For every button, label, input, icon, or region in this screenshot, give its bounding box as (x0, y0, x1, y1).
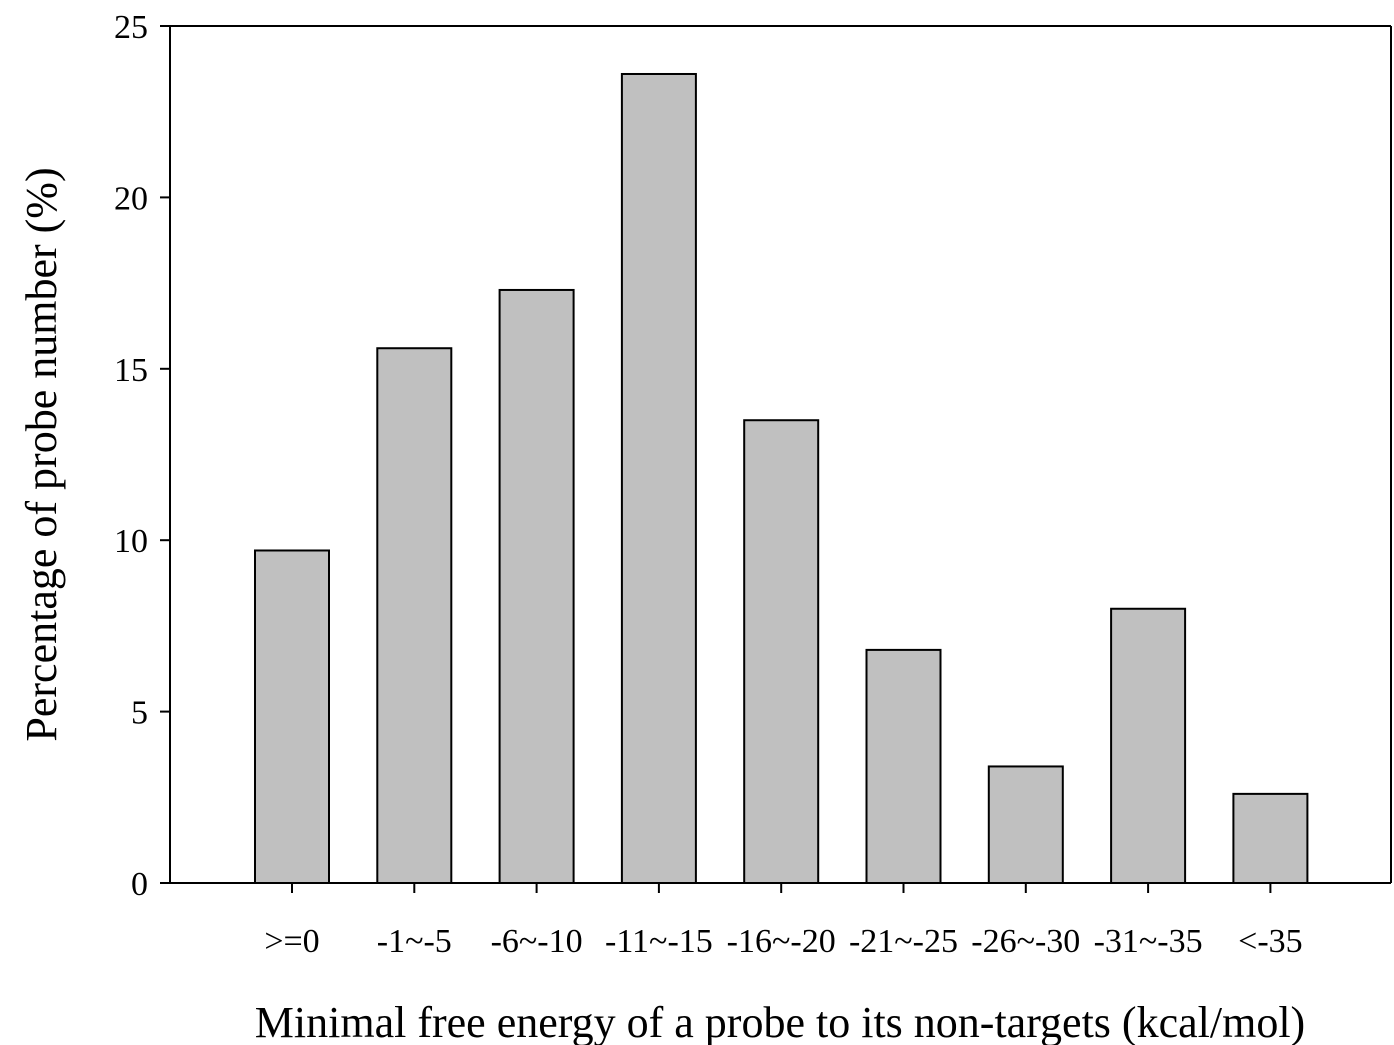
bar-9 (1232, 792, 1309, 885)
x-tick-label-3: -6~-10 (491, 923, 583, 960)
bar-5 (743, 419, 820, 884)
y-tick-label-0: 0 (131, 866, 148, 903)
bar-4 (620, 72, 697, 884)
bar-1 (254, 549, 330, 884)
x-tick-label-9: <-35 (1238, 923, 1303, 960)
y-tick-label-10: 10 (114, 523, 148, 560)
x-axis-title: Minimal free energy of a probe to its no… (255, 998, 1305, 1045)
x-tick-label-8: -31~-35 (1094, 923, 1203, 960)
bar-3 (498, 288, 575, 884)
bar-7 (987, 765, 1064, 884)
x-tick-label-6: -21~-25 (849, 923, 958, 960)
y-tick-label-20: 20 (114, 180, 148, 217)
ticks-group: 0 5 10 15 20 25 >=0 -1~-5 -6~-10 -11~-15 -16~-20 -2… (114, 9, 1303, 960)
x-tick-label-4: -11~-15 (605, 923, 713, 960)
bar-6 (865, 648, 942, 884)
axes-group (169, 25, 1392, 884)
x-tick-label-7: -26~-30 (971, 923, 1080, 960)
x-tick-label-2: -1~-5 (377, 923, 452, 960)
y-axis-title: Percentage of probe number (%) (17, 167, 66, 741)
bar-8 (1110, 607, 1187, 884)
y-tick-label-15: 15 (114, 352, 148, 389)
bars-group (254, 72, 1309, 885)
y-tick-label-5: 5 (131, 695, 148, 732)
x-tick-label-1: >=0 (264, 923, 319, 960)
x-tick-label-5: -16~-20 (727, 923, 836, 960)
bar-2 (376, 347, 453, 884)
y-tick-label-25: 25 (114, 9, 148, 46)
